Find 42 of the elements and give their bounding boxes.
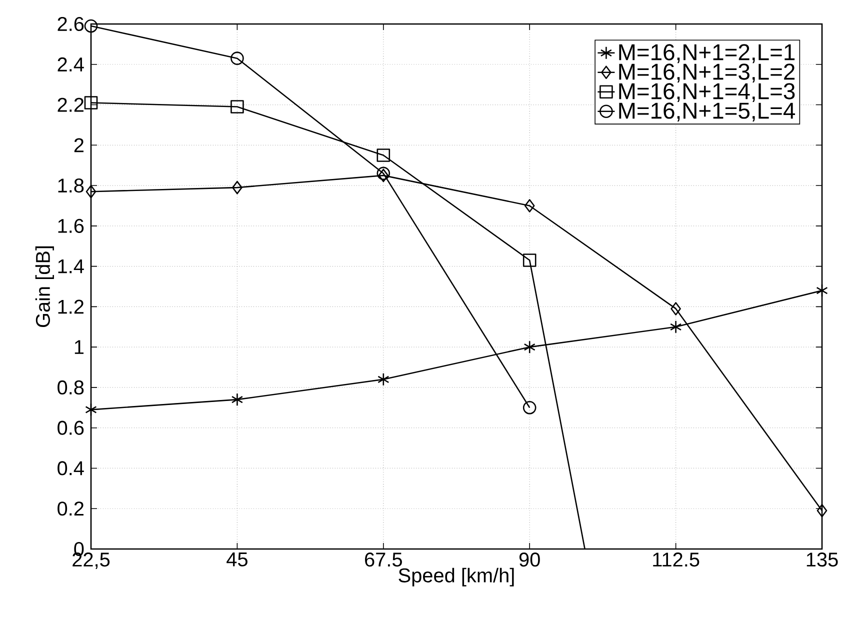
y-tick-label: 2 xyxy=(74,138,84,152)
legend-label: M=16,N+1=2,L=1 xyxy=(619,44,795,64)
legend-label: M=16,N+1=4,L=3 xyxy=(619,83,795,102)
point xyxy=(230,100,244,114)
y-tick-label: 0.8 xyxy=(58,380,84,395)
y-tick-label: 1.4 xyxy=(58,259,84,274)
point xyxy=(816,504,828,518)
point xyxy=(524,340,536,354)
legend-label: M=16,N+1=5,L=4 xyxy=(619,102,796,122)
y-tick-label: 2.2 xyxy=(58,98,84,112)
point xyxy=(524,199,535,212)
y-tick-label: 1 xyxy=(74,340,84,354)
y-tick-label: 2.4 xyxy=(58,57,84,72)
point xyxy=(84,96,98,110)
x-tick-label: 112.5 xyxy=(653,552,700,567)
point xyxy=(522,401,536,414)
y-tick-label: 0.4 xyxy=(58,461,84,476)
point xyxy=(670,302,681,316)
y-tick-label: 1.6 xyxy=(58,218,84,233)
y-tick-label: 1.2 xyxy=(58,300,84,314)
point xyxy=(816,284,828,298)
x-tick-label: 90 xyxy=(519,552,540,567)
point xyxy=(670,320,682,334)
y-tick-label: 0.2 xyxy=(58,502,84,516)
y-tick-label: 0.6 xyxy=(58,420,84,435)
point xyxy=(84,19,98,33)
point xyxy=(231,392,244,406)
point xyxy=(232,180,242,194)
y-tick-label: 2.6 xyxy=(58,16,84,32)
point xyxy=(522,254,536,267)
legend-label: M=16,N+1=3,L=2 xyxy=(619,64,795,83)
point xyxy=(86,184,96,198)
point xyxy=(230,52,244,65)
y-axis-title: Gain [dB] xyxy=(35,246,54,328)
point xyxy=(85,403,97,416)
x-tick-label: 67.5 xyxy=(365,552,402,567)
point xyxy=(378,372,390,386)
x-tick-label: 45 xyxy=(226,552,248,566)
point xyxy=(376,148,390,162)
x-axis-title: Speed [km/h] xyxy=(398,568,514,586)
x-tick-label: 135 xyxy=(806,552,838,567)
y-tick-label: 1.8 xyxy=(58,178,84,193)
